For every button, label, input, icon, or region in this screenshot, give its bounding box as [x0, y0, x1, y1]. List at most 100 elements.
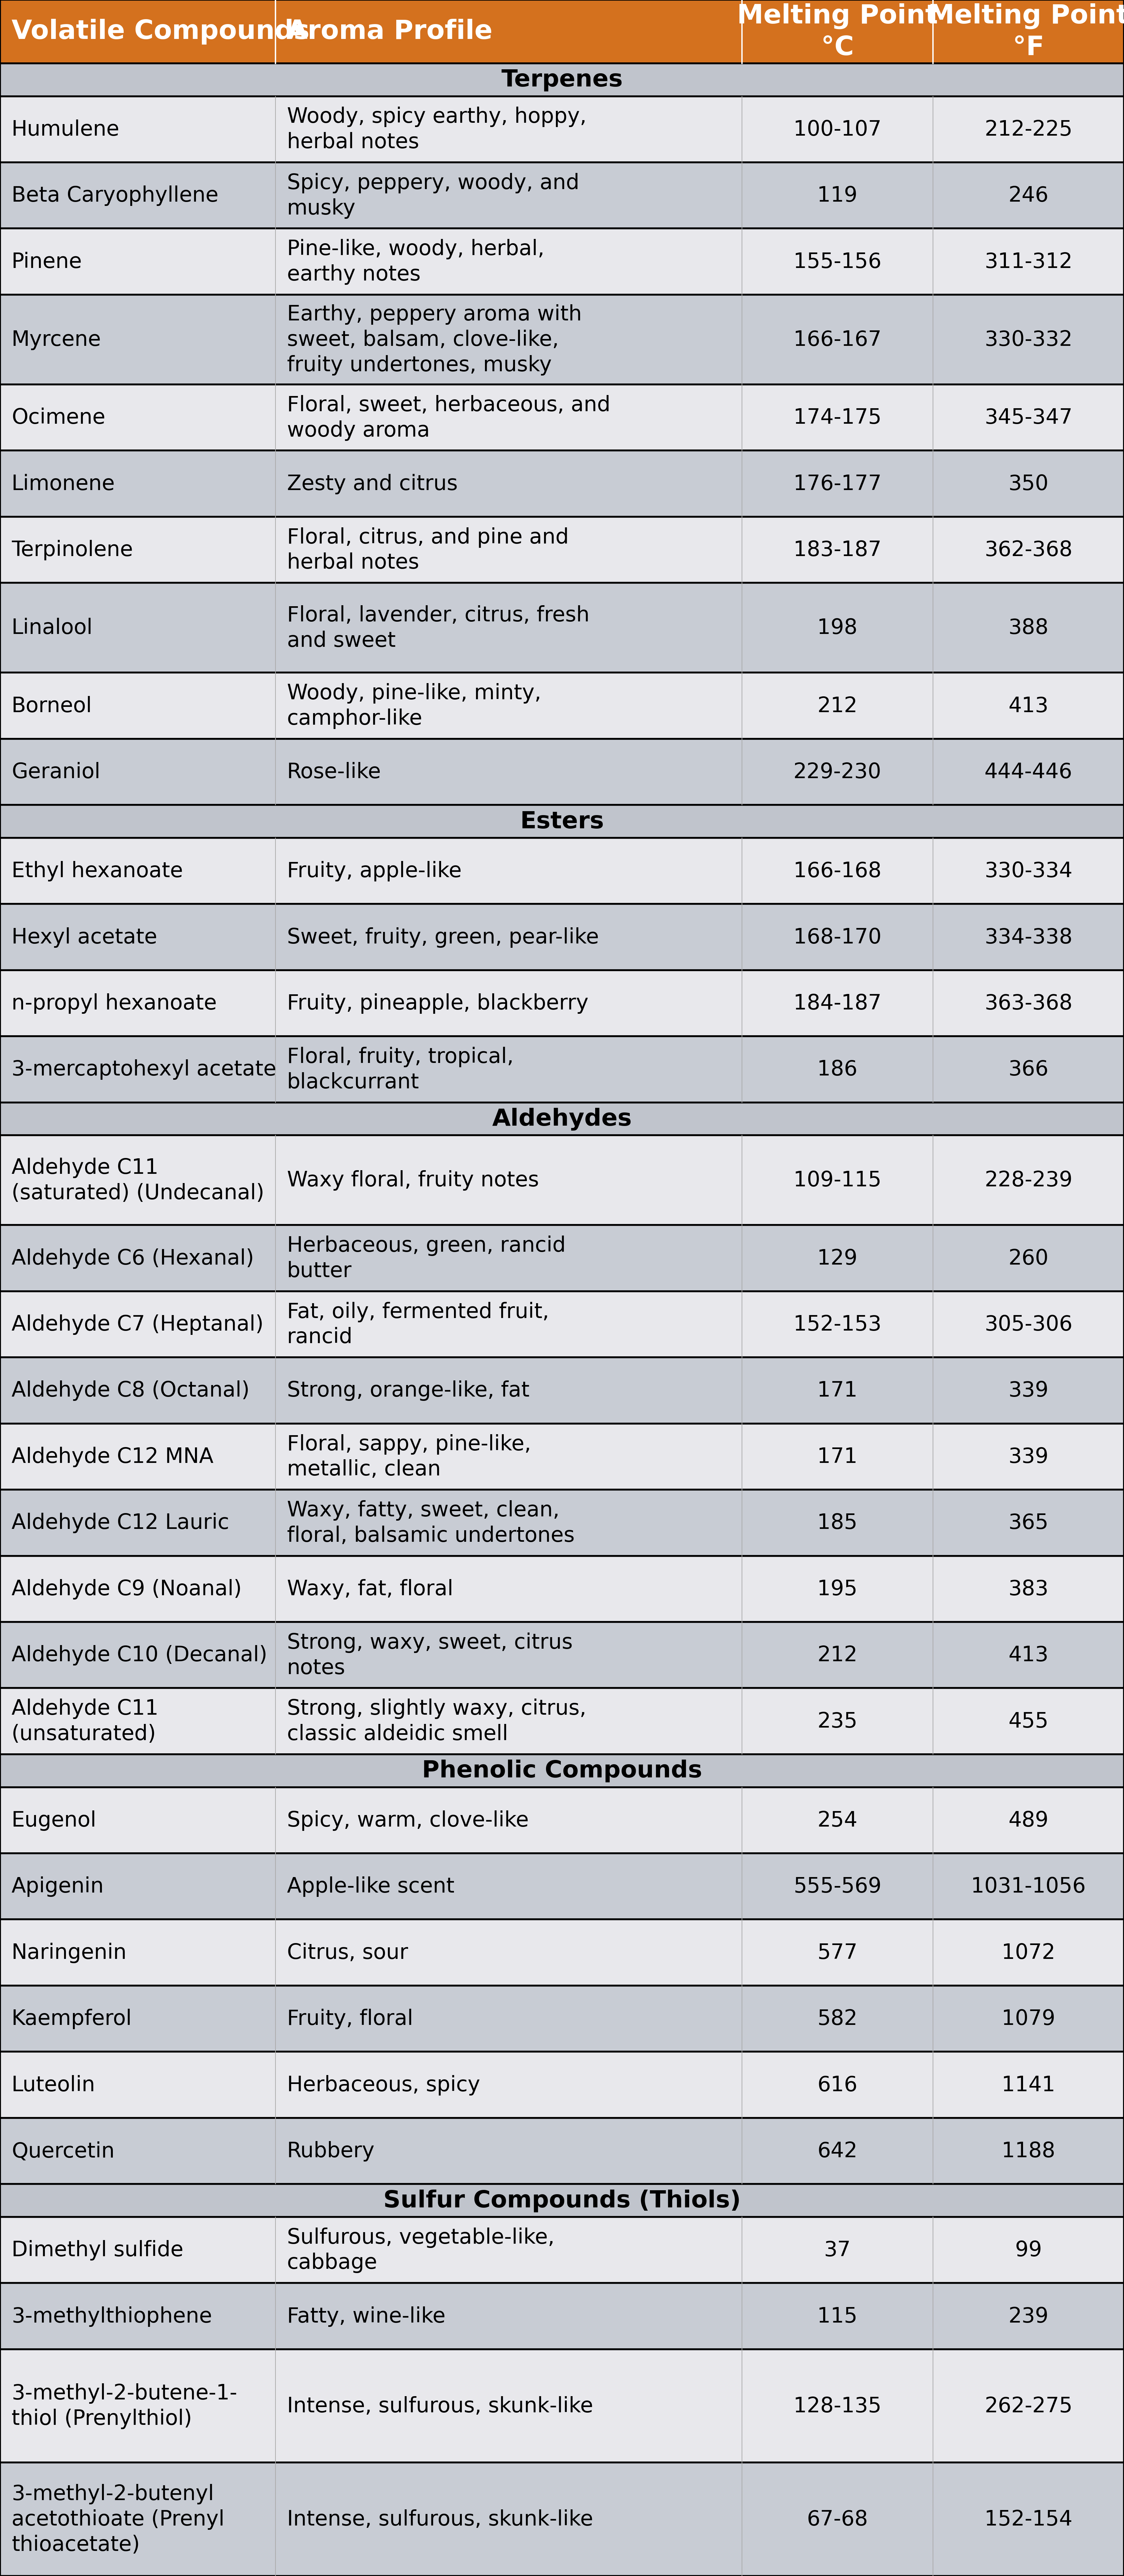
Text: Sulfurous, vegetable-like,
cabbage: Sulfurous, vegetable-like, cabbage	[287, 2228, 554, 2272]
Bar	[0, 1852, 1124, 1919]
Bar	[742, 672, 933, 739]
Bar	[275, 582, 742, 672]
Bar	[0, 2349, 275, 2463]
Bar	[0, 1687, 1124, 1754]
Bar	[0, 672, 1124, 739]
Text: 119: 119	[817, 185, 858, 206]
Bar	[275, 1226, 742, 1291]
Bar	[0, 2117, 275, 2184]
Text: Woody, pine-like, minty,
camphor-like: Woody, pine-like, minty, camphor-like	[287, 683, 541, 729]
Text: Aldehydes: Aldehydes	[492, 1108, 632, 1131]
Text: Aroma Profile: Aroma Profile	[287, 18, 492, 44]
Text: 109-115: 109-115	[794, 1170, 881, 1190]
Text: Strong, slightly waxy, citrus,
classic aldeidic smell: Strong, slightly waxy, citrus, classic a…	[287, 1698, 587, 1744]
Bar	[933, 2053, 1124, 2117]
Bar	[0, 1425, 275, 1489]
Bar	[933, 95, 1124, 162]
Text: 330-332: 330-332	[985, 330, 1072, 350]
Text: 212: 212	[817, 696, 858, 716]
Bar	[933, 1623, 1124, 1687]
Text: 195: 195	[817, 1579, 858, 1600]
Bar	[275, 971, 742, 1036]
Bar	[275, 1036, 742, 1103]
Bar	[933, 384, 1124, 451]
Bar	[275, 1687, 742, 1754]
Bar	[0, 229, 275, 296]
Bar	[0, 1754, 1124, 1788]
Bar	[0, 2218, 275, 2282]
Bar	[933, 739, 1124, 806]
Bar	[275, 837, 742, 904]
Bar	[0, 296, 1124, 384]
Text: Beta Caryophyllene: Beta Caryophyllene	[11, 185, 218, 206]
Bar	[742, 1919, 933, 1986]
Bar	[933, 1036, 1124, 1103]
Bar	[933, 296, 1124, 384]
Bar	[0, 2218, 1124, 2282]
Text: Aldehyde C9 (Noanal): Aldehyde C9 (Noanal)	[11, 1579, 242, 1600]
Bar	[933, 2349, 1124, 2463]
Text: 305-306: 305-306	[985, 1314, 1072, 1334]
Text: 100-107: 100-107	[794, 118, 881, 139]
Bar	[0, 1136, 1124, 1226]
Text: 128-135: 128-135	[794, 2396, 881, 2416]
Text: 3-methylthiophene: 3-methylthiophene	[11, 2306, 212, 2326]
Bar	[0, 64, 1124, 95]
Bar	[0, 1036, 1124, 1103]
Text: 174-175: 174-175	[794, 407, 881, 428]
Text: 330-334: 330-334	[985, 860, 1072, 881]
Bar	[0, 1136, 1124, 1226]
Bar	[0, 2053, 1124, 2117]
Text: 455: 455	[1008, 1710, 1049, 1731]
Bar	[742, 1226, 933, 1291]
Text: 350: 350	[1008, 474, 1049, 495]
Bar	[275, 1556, 742, 1623]
Bar	[933, 518, 1124, 582]
Bar	[0, 806, 1124, 837]
Bar	[742, 837, 933, 904]
Text: Aldehyde C10 (Decanal): Aldehyde C10 (Decanal)	[11, 1646, 268, 1667]
Bar	[933, 1919, 1124, 1986]
Bar	[0, 2117, 1124, 2184]
Bar	[0, 739, 1124, 806]
Text: 183-187: 183-187	[794, 541, 881, 562]
Text: 383: 383	[1008, 1579, 1049, 1600]
Bar	[0, 1226, 1124, 1291]
Bar	[275, 1623, 742, 1687]
Bar	[933, 2218, 1124, 2282]
Text: Fruity, pineapple, blackberry: Fruity, pineapple, blackberry	[287, 994, 588, 1012]
Bar	[933, 837, 1124, 904]
Text: Dimethyl sulfide: Dimethyl sulfide	[11, 2239, 183, 2259]
Text: Linalool: Linalool	[11, 618, 93, 639]
Text: Melting Point
°F: Melting Point °F	[928, 3, 1124, 62]
Bar	[0, 1852, 275, 1919]
Bar	[0, 582, 275, 672]
Text: Terpenes: Terpenes	[501, 70, 623, 93]
Text: 166-168: 166-168	[794, 860, 881, 881]
Text: 155-156: 155-156	[794, 252, 881, 273]
Bar	[742, 1136, 933, 1226]
Bar	[0, 2282, 1124, 2349]
Bar	[742, 1358, 933, 1425]
Text: Aldehyde C11
(unsaturated): Aldehyde C11 (unsaturated)	[11, 1698, 158, 1744]
Text: 339: 339	[1008, 1381, 1049, 1401]
Text: 577: 577	[817, 1942, 858, 1963]
Bar	[275, 384, 742, 451]
Bar	[0, 1687, 275, 1754]
Bar	[275, 229, 742, 296]
Bar	[0, 2463, 275, 2576]
Text: 115: 115	[817, 2306, 858, 2326]
Bar	[0, 739, 275, 806]
Bar	[0, 1919, 1124, 1986]
Bar	[0, 451, 1124, 518]
Text: 311-312: 311-312	[985, 252, 1072, 273]
Text: 1079: 1079	[1001, 2009, 1055, 2030]
Text: 171: 171	[817, 1381, 858, 1401]
Text: Melting Point
°C: Melting Point °C	[737, 3, 937, 62]
Bar	[0, 2053, 1124, 2117]
Bar	[0, 518, 1124, 582]
Bar	[0, 1136, 275, 1226]
Bar	[933, 1425, 1124, 1489]
Bar	[275, 518, 742, 582]
Bar	[275, 1489, 742, 1556]
